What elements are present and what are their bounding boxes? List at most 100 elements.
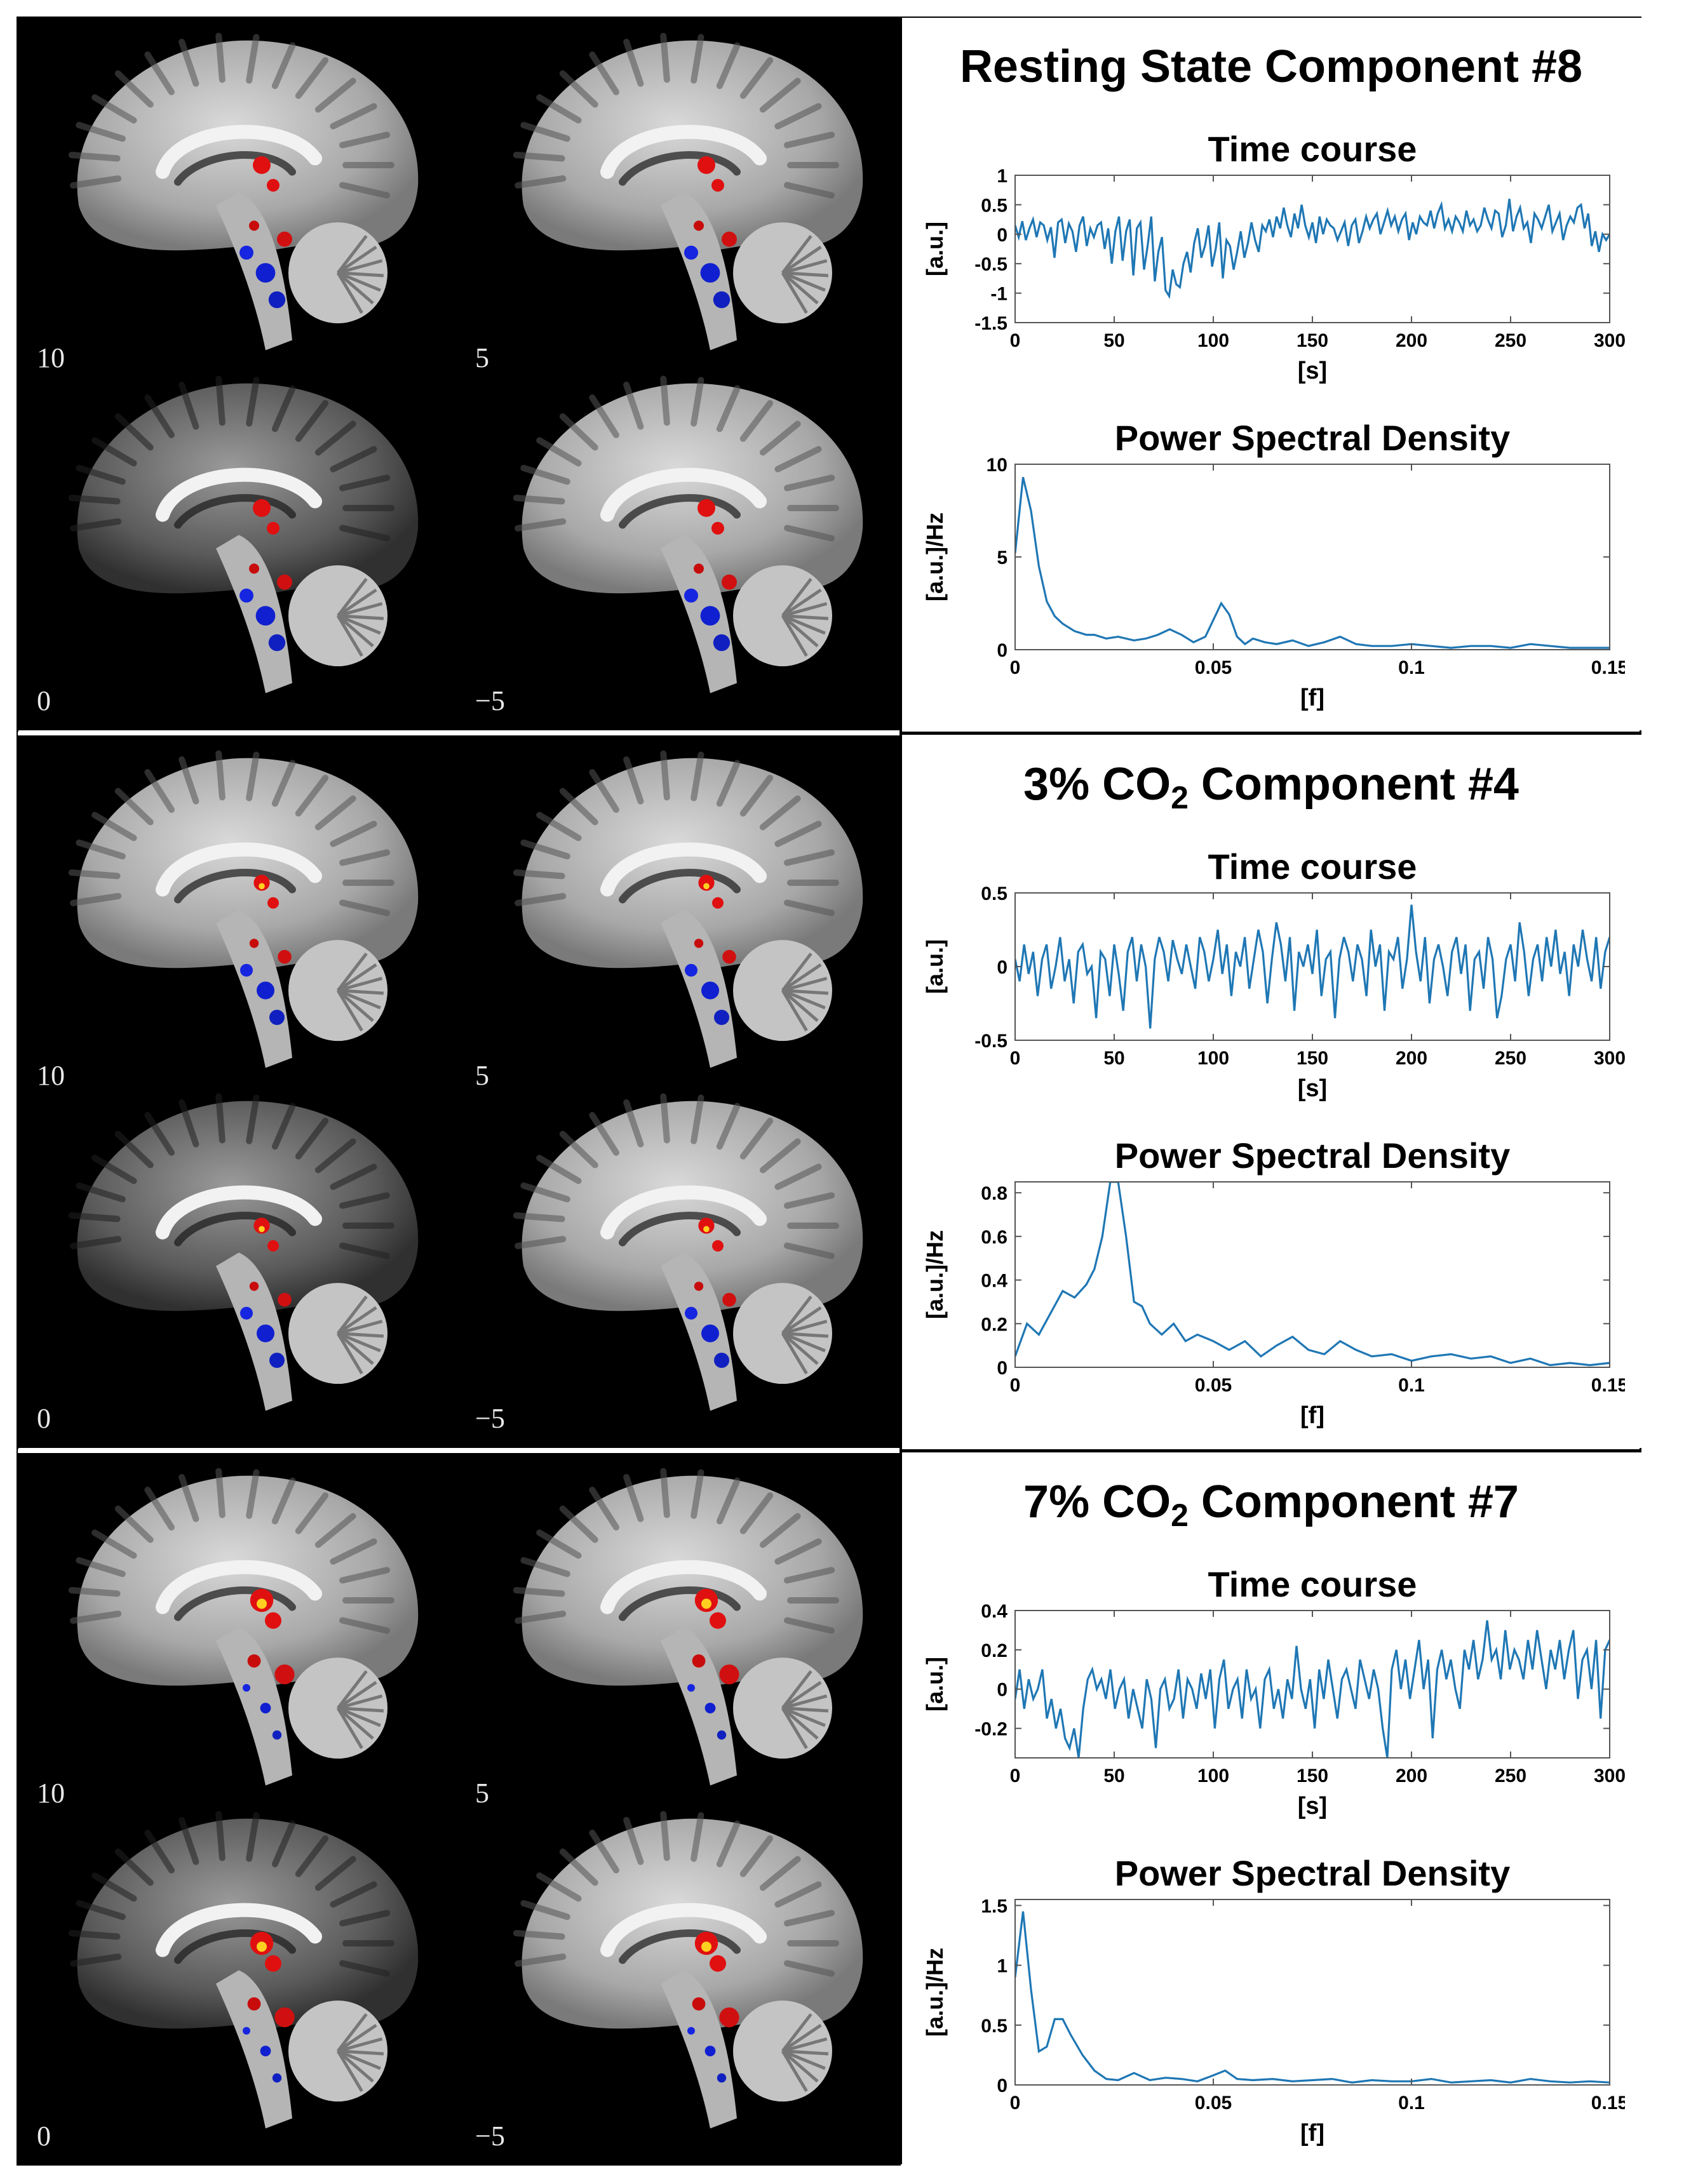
x-tick-label: 0.1 xyxy=(1398,657,1425,678)
activation-blob xyxy=(247,1997,261,2011)
series-line xyxy=(1015,1182,1610,1367)
brain-r1-s1-cortex xyxy=(522,758,863,968)
brain-slice-2 xyxy=(513,1468,863,1786)
brain-slice-2 xyxy=(513,750,863,1068)
x-tick-label: 0.05 xyxy=(1195,1375,1232,1396)
activation-blob xyxy=(703,1226,710,1233)
activation-blob xyxy=(685,963,697,977)
plot-area xyxy=(1014,1610,1610,1759)
x-tick-label: 50 xyxy=(1103,330,1124,351)
slice-position-label: 10 xyxy=(37,1060,65,1091)
y-tick-label: 0.8 xyxy=(981,1183,1007,1204)
x-tick-label: 300 xyxy=(1594,1765,1625,1786)
activation-blob xyxy=(269,1353,285,1368)
y-tick-label: -0.2 xyxy=(974,1719,1007,1740)
component-title: 7% CO2 Component #7 xyxy=(1023,1477,1519,1533)
slice-position-label: 10 xyxy=(37,342,65,373)
activation-blob xyxy=(257,1941,267,1952)
brain-slice-1 xyxy=(68,750,419,1068)
activation-blob xyxy=(722,1292,736,1307)
brain-r1-s3 xyxy=(513,1093,863,1411)
y-axis-label: [a.u.] xyxy=(922,1657,948,1712)
brain-r2-s1 xyxy=(513,1468,863,1786)
slice-position-label: −5 xyxy=(475,1403,505,1434)
brain-r2-s2-brainstem xyxy=(216,1970,292,2129)
slice-position-label: 10 xyxy=(37,1778,65,1809)
activation-blob xyxy=(698,874,715,891)
brain-r0-s2-brainstem xyxy=(216,535,292,693)
activation-blob xyxy=(249,1282,259,1291)
y-tick-label: 5 xyxy=(997,547,1007,568)
activation-blob xyxy=(239,588,253,603)
chart-title: Power Spectral Density xyxy=(1115,418,1510,458)
y-tick-label: 0.2 xyxy=(981,1314,1007,1335)
y-tick-label: 0 xyxy=(997,640,1007,661)
activation-blob xyxy=(259,1226,265,1233)
activation-blob xyxy=(255,263,276,283)
brain-slice-4 xyxy=(513,1093,863,1411)
row-separator-line xyxy=(901,1449,1641,1452)
brain-slice-3 xyxy=(68,1093,419,1411)
figure-row-3: 10 5 0 −5 7% CO2 Component #7 Time course 0 50 1… xyxy=(18,1453,1641,2166)
x-axis-label: [s] xyxy=(1298,1793,1327,1819)
brain-r0-s3-cortex xyxy=(522,383,863,594)
x-tick-label: 50 xyxy=(1103,1048,1124,1069)
x-tick-label: 250 xyxy=(1495,330,1526,351)
activation-blob xyxy=(253,1217,270,1234)
activation-blob xyxy=(249,220,259,231)
slice-position-label: 5 xyxy=(475,1778,489,1809)
series-line xyxy=(1015,477,1610,649)
activation-blob xyxy=(703,883,710,890)
activation-blob xyxy=(259,883,265,890)
chart-rs-psd: Power Spectral Density 0 0.05 0.1 0.15 10 5 0 [f… xyxy=(922,418,1625,711)
y-tick-label: 0 xyxy=(997,2075,1007,2096)
activation-blob xyxy=(274,2007,295,2028)
activation-blob xyxy=(243,2027,250,2035)
x-tick-label: 0.1 xyxy=(1398,2093,1425,2114)
brain-r1-s2-cortex xyxy=(77,1101,419,1311)
activation-blob xyxy=(257,1598,267,1609)
brain-r2-s1-cortex xyxy=(522,1475,863,1686)
x-tick-label: 200 xyxy=(1396,1048,1427,1069)
activation-blob xyxy=(240,963,253,977)
activation-blob xyxy=(277,574,292,590)
activation-blob xyxy=(697,156,715,174)
activation-blob xyxy=(257,1324,274,1343)
brain-r0-s0 xyxy=(68,32,419,351)
brain-r1-s3-cortex xyxy=(522,1101,863,1311)
activation-blob xyxy=(687,1684,695,1692)
brain-slices-panel: 10 5 0 −5 xyxy=(18,1453,901,2166)
y-axis-label: [a.u.]/Hz xyxy=(922,1948,948,2037)
activation-blob xyxy=(700,263,720,283)
y-tick-label: 0.5 xyxy=(981,195,1007,216)
x-tick-label: 200 xyxy=(1396,1765,1427,1786)
brain-r0-s2 xyxy=(68,375,419,693)
x-tick-label: 0.05 xyxy=(1195,2093,1232,2114)
x-tick-label: 0 xyxy=(1010,330,1021,351)
x-tick-label: 0 xyxy=(1010,657,1021,678)
activation-blob xyxy=(714,1010,729,1025)
row-separator xyxy=(18,732,1641,735)
brain-slice-1 xyxy=(68,1468,419,1786)
slice-position-label: 0 xyxy=(37,1403,51,1434)
brain-slice-1 xyxy=(68,32,419,351)
x-axis-label: [s] xyxy=(1298,358,1327,384)
series-line xyxy=(1015,904,1610,1029)
activation-blob xyxy=(722,949,736,964)
activation-blob xyxy=(717,1730,727,1740)
x-tick-label: 100 xyxy=(1197,330,1229,351)
activation-blob xyxy=(719,1665,739,1685)
activation-blob xyxy=(704,1703,716,1713)
activation-blob xyxy=(249,563,259,574)
brain-r1-s1-brainstem xyxy=(661,909,737,1068)
activation-blob xyxy=(722,231,737,247)
y-tick-label: -1.5 xyxy=(974,313,1007,334)
activation-blob xyxy=(243,1684,250,1692)
brain-slice-4 xyxy=(513,1811,863,2129)
chart-title: Power Spectral Density xyxy=(1115,1853,1510,1893)
activation-blob xyxy=(239,245,253,260)
brain-r0-s3 xyxy=(513,375,863,693)
brain-r2-s0-brainstem xyxy=(216,1627,292,1786)
